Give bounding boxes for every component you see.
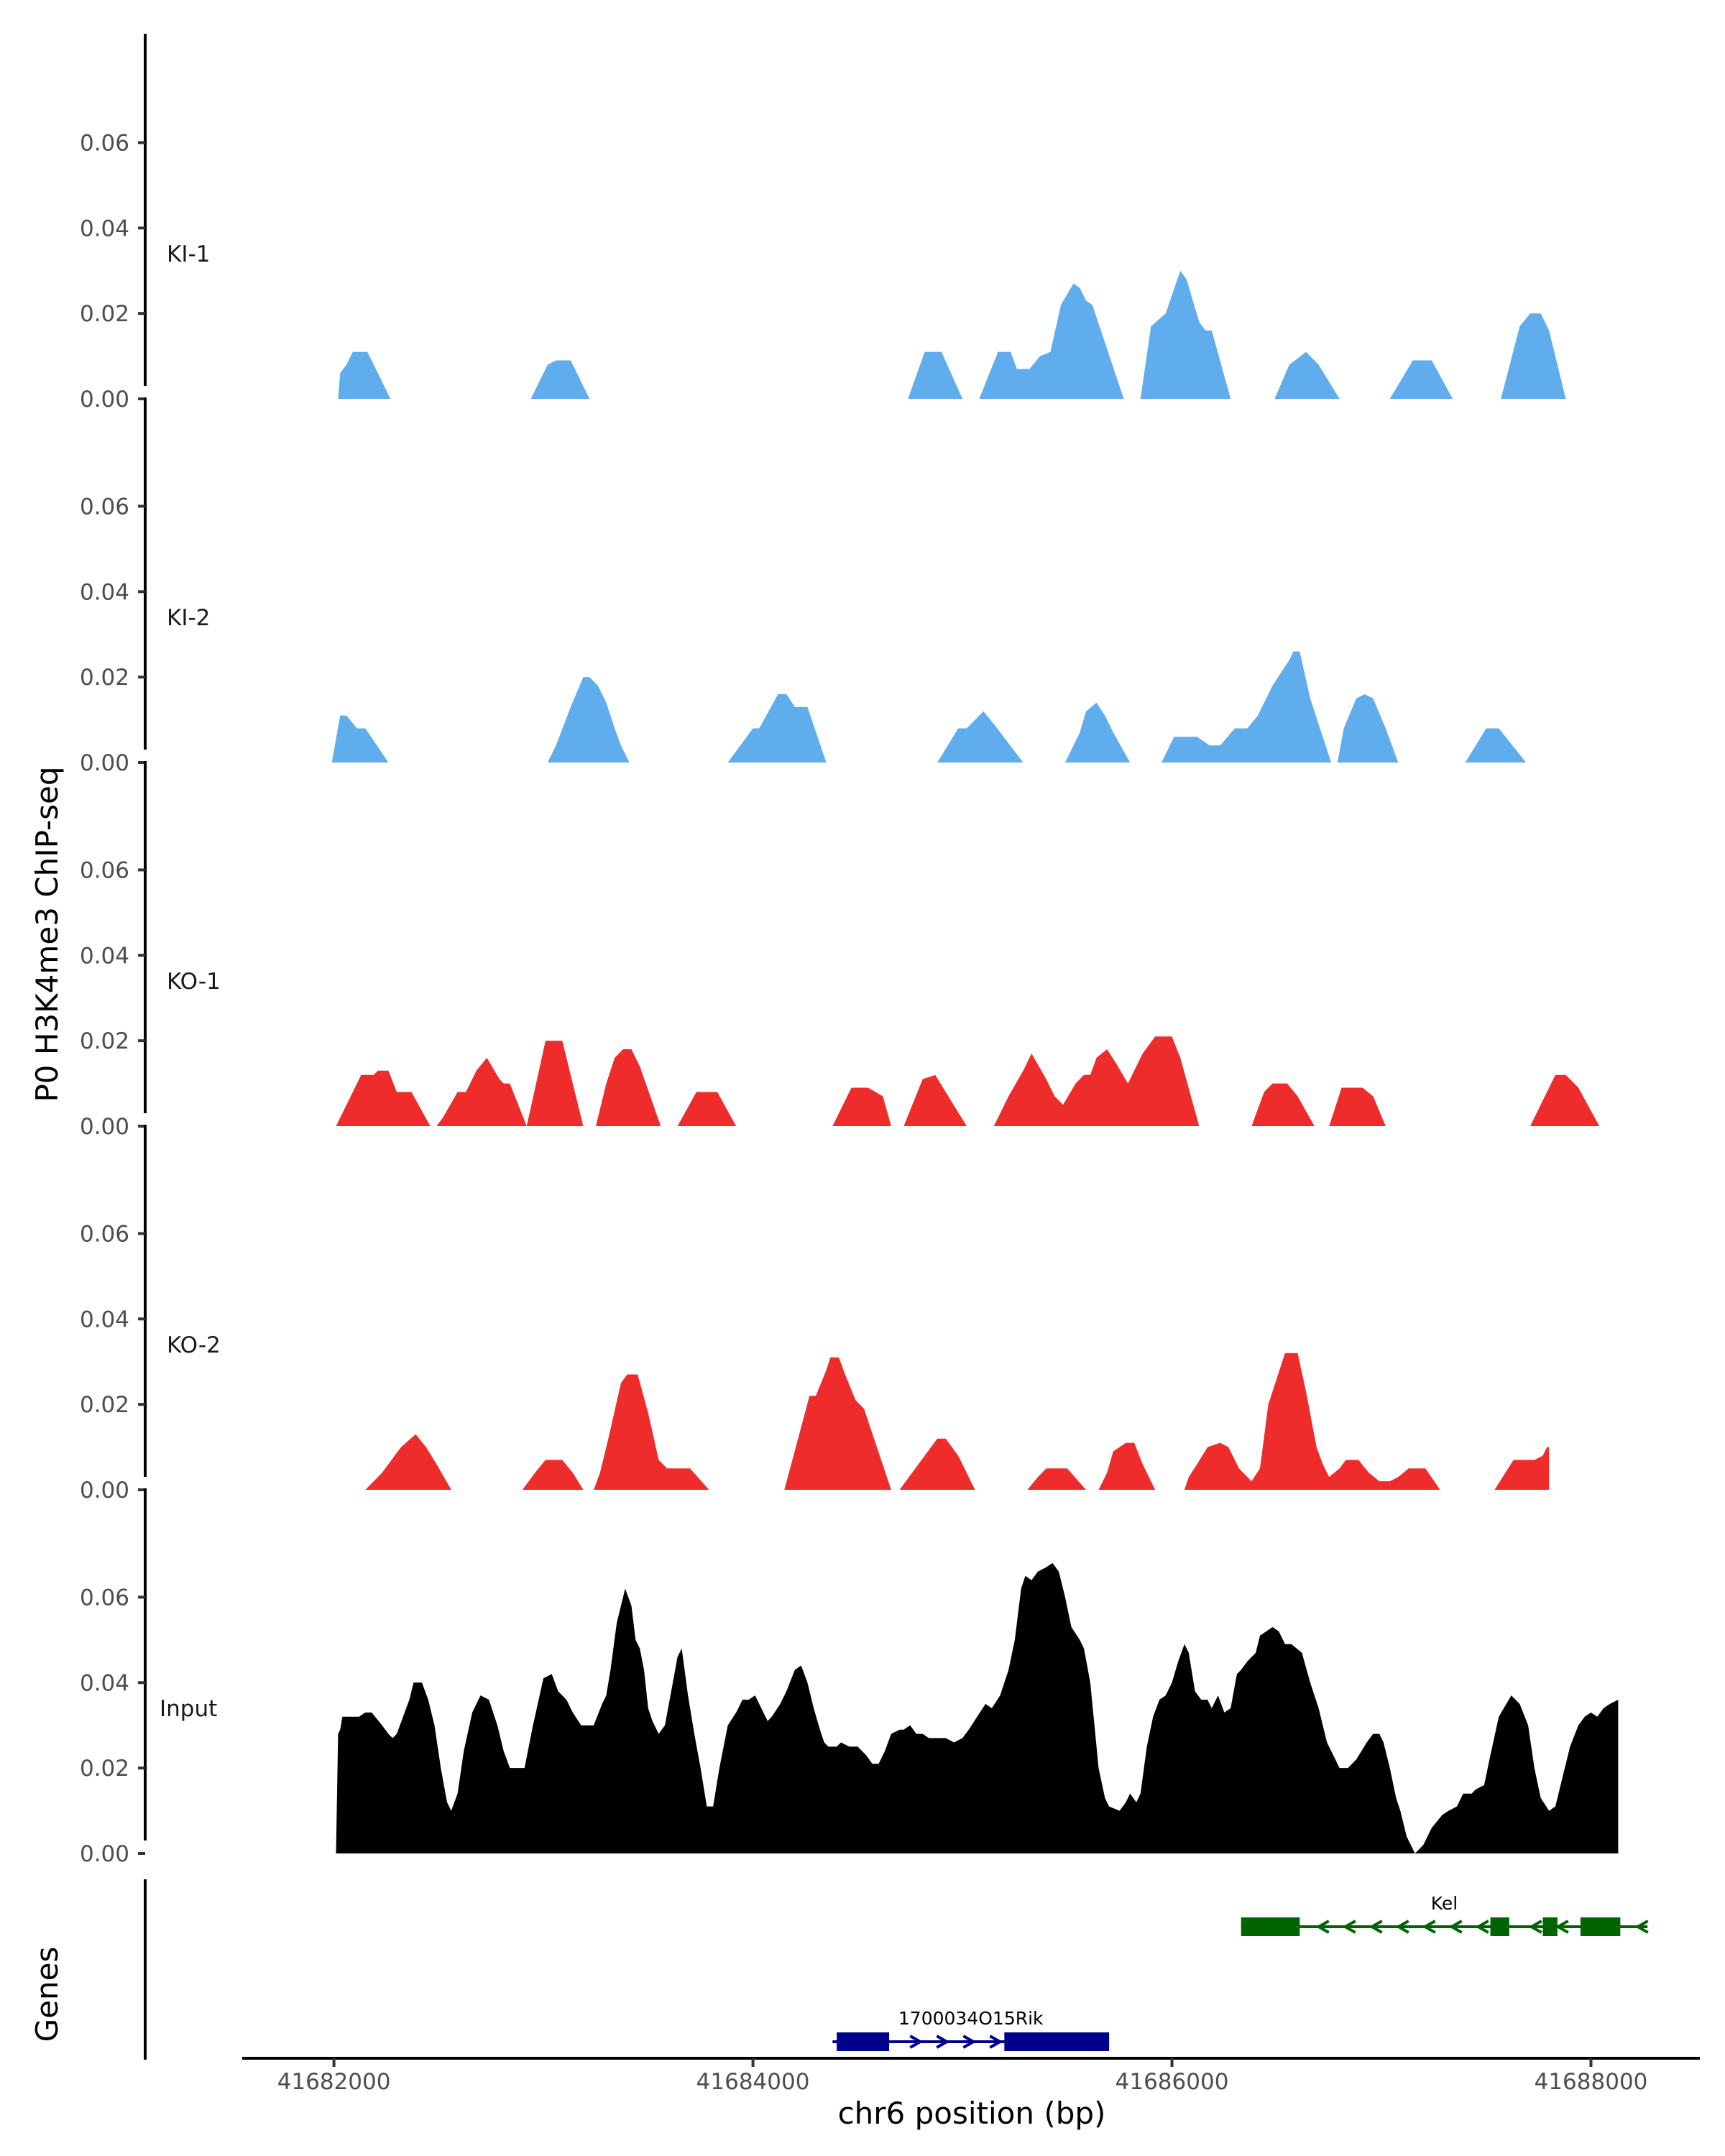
track-panel-input: 0.00 0.02 0.04 0.06 Input — [80, 1488, 1619, 1867]
strand-arrow-icon — [1395, 1920, 1409, 1934]
y-tick-label: 0.02 — [80, 1028, 129, 1054]
strand-arrow-icon — [1342, 1920, 1356, 1934]
x-tick-label: 41684000 — [696, 2069, 810, 2095]
strand-arrow-icon — [1475, 1920, 1489, 1934]
series-area-ko-1 — [336, 1036, 1600, 1126]
y-tick-label: 0.00 — [80, 1478, 129, 1503]
gene-exon — [1542, 1917, 1558, 1936]
genes-panel-title: Genes — [29, 1947, 65, 2042]
y-tick-label: 0.06 — [80, 1221, 129, 1247]
y-tick-label: 0.00 — [80, 1114, 129, 1140]
strand-arrow-icon — [1422, 1920, 1436, 1934]
track-panel-ki-1: 0.00 0.02 0.04 0.06 KI-1 — [80, 34, 1566, 413]
track-panel-ko-1: 0.00 0.02 0.04 0.06 KO-1 — [80, 761, 1600, 1140]
gene-kel: Kel — [1241, 1893, 1649, 1936]
series-area-ki-1 — [338, 270, 1566, 399]
strand-arrow-icon — [989, 2035, 1003, 2049]
y-tick-label: 0.02 — [80, 301, 129, 327]
track-panel-ko-2: 0.00 0.02 0.04 0.06 KO-2 — [80, 1125, 1550, 1503]
strand-arrow-icon — [1528, 1920, 1542, 1934]
x-tick-label: 41688000 — [1535, 2069, 1648, 2095]
strand-arrow-icon — [1634, 1920, 1649, 1934]
y-tick-label: 0.04 — [80, 943, 129, 969]
series-area-input — [336, 1562, 1619, 1853]
panel-label-ko-1: KO-1 — [167, 969, 221, 995]
x-tick-label: 41682000 — [277, 2069, 391, 2095]
strand-arrow-icon — [909, 2035, 924, 2049]
series-area-ki-2 — [331, 651, 1527, 763]
y-tick-label: 0.04 — [80, 216, 129, 241]
gene-exon — [837, 2032, 890, 2051]
x-axis: 41682000 41684000 41686000 41688000 — [242, 2057, 1700, 2095]
y-tick-label: 0.02 — [80, 1392, 129, 1418]
y-tick-label: 0.06 — [80, 494, 129, 520]
gene-exon — [1490, 1917, 1509, 1936]
y-tick-label: 0.02 — [80, 665, 129, 691]
y-tick-label: 0.06 — [80, 130, 129, 156]
panel-label-ki-1: KI-1 — [167, 241, 210, 267]
panel-label-input: Input — [160, 1696, 217, 1722]
strand-arrow-icon — [1555, 1920, 1569, 1934]
track-panels: 0.00 0.02 0.04 0.06 KI-1 0.00 0.02 0.04 0.06 KI-2… — [80, 34, 1619, 1867]
genes-panel: 1700034O15Rik Kel — [144, 1879, 1649, 2060]
gene-1700034o15rik: 1700034O15Rik — [832, 2008, 1110, 2051]
y-tick-label: 0.06 — [80, 857, 129, 883]
y-tick-label: 0.06 — [80, 1585, 129, 1611]
strand-arrow-icon — [1315, 1920, 1330, 1934]
y-tick-label: 0.00 — [80, 1841, 129, 1867]
gene-label: Kel — [1431, 1893, 1458, 1914]
strand-arrow-icon — [1448, 1920, 1463, 1934]
y-axis-title: P0 H3K4me3 ChIP-seq — [29, 766, 65, 1102]
strand-arrow-icon — [962, 2035, 977, 2049]
strand-arrow-icon — [936, 2035, 950, 2049]
y-tick-label: 0.02 — [80, 1756, 129, 1782]
track-panel-ki-2: 0.00 0.02 0.04 0.06 KI-2 — [80, 397, 1527, 776]
gene-exon — [1241, 1917, 1300, 1936]
y-tick-label: 0.04 — [80, 1307, 129, 1332]
y-tick-label: 0.04 — [80, 579, 129, 605]
y-tick-label: 0.00 — [80, 750, 129, 776]
x-axis-title: chr6 position (bp) — [838, 2096, 1106, 2131]
y-tick-label: 0.00 — [80, 387, 129, 413]
y-tick-label: 0.04 — [80, 1670, 129, 1696]
gene-label: 1700034O15Rik — [898, 2008, 1044, 2029]
gene-exon — [1580, 1917, 1621, 1936]
panel-label-ko-2: KO-2 — [167, 1332, 221, 1358]
panel-label-ki-2: KI-2 — [167, 605, 210, 631]
gene-exon — [1004, 2032, 1110, 2051]
strand-arrow-icon — [1368, 1920, 1383, 1934]
x-tick-label: 41686000 — [1116, 2069, 1229, 2095]
series-area-ko-2 — [365, 1353, 1550, 1490]
